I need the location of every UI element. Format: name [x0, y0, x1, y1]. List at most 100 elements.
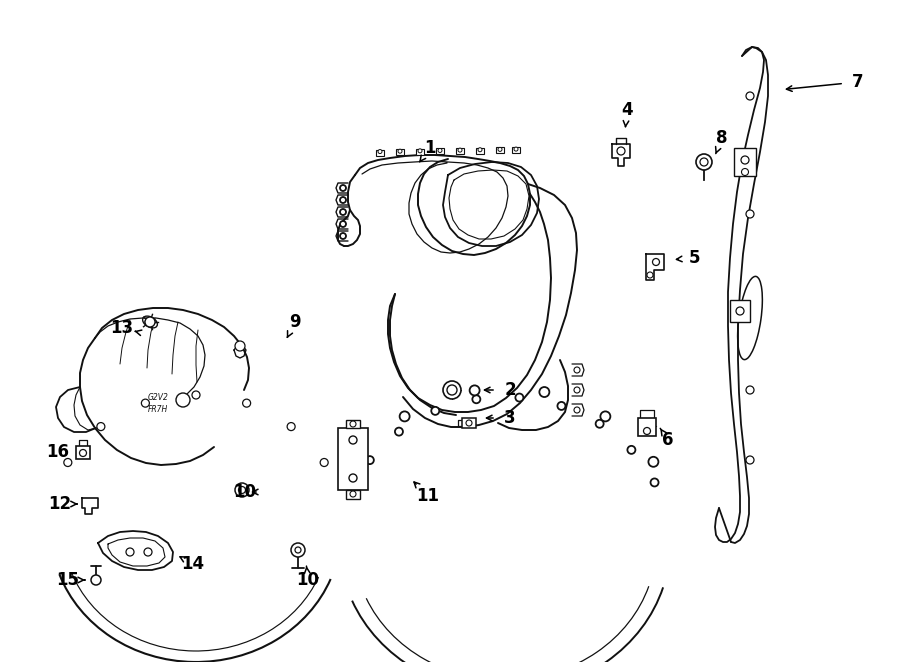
Bar — [462, 418, 476, 428]
Circle shape — [340, 209, 346, 215]
Bar — [346, 490, 360, 499]
Text: 10: 10 — [296, 571, 320, 589]
Circle shape — [458, 148, 462, 152]
Bar — [346, 420, 360, 428]
Bar — [496, 148, 504, 154]
Circle shape — [79, 449, 86, 457]
Circle shape — [651, 479, 659, 487]
Bar — [396, 149, 404, 155]
Bar — [512, 147, 520, 153]
Circle shape — [365, 456, 374, 464]
Circle shape — [539, 387, 549, 397]
Circle shape — [176, 393, 190, 407]
Circle shape — [627, 446, 635, 454]
Circle shape — [431, 407, 439, 415]
Circle shape — [243, 399, 250, 407]
Circle shape — [700, 158, 708, 166]
Text: 14: 14 — [182, 555, 204, 573]
Circle shape — [498, 148, 502, 152]
Bar — [476, 148, 484, 154]
Circle shape — [472, 395, 481, 403]
Circle shape — [64, 459, 72, 467]
Circle shape — [644, 428, 651, 434]
Circle shape — [574, 387, 580, 393]
Text: 11: 11 — [417, 487, 439, 505]
Bar — [456, 148, 464, 154]
Text: 4: 4 — [621, 101, 633, 119]
Text: 10: 10 — [233, 483, 256, 501]
Text: 7: 7 — [852, 73, 864, 91]
Circle shape — [192, 391, 200, 399]
Circle shape — [648, 457, 659, 467]
Circle shape — [652, 258, 660, 265]
Circle shape — [350, 421, 356, 427]
Circle shape — [235, 341, 245, 351]
Circle shape — [447, 385, 457, 395]
Text: 16: 16 — [47, 443, 69, 461]
Text: FR7H: FR7H — [148, 406, 168, 414]
Circle shape — [97, 422, 105, 430]
Bar — [638, 418, 656, 436]
Circle shape — [746, 456, 754, 464]
Circle shape — [746, 92, 754, 100]
Circle shape — [557, 402, 565, 410]
Circle shape — [574, 407, 580, 413]
Circle shape — [746, 210, 754, 218]
Circle shape — [349, 474, 357, 482]
Text: 8: 8 — [716, 129, 728, 147]
Circle shape — [478, 148, 482, 152]
Bar — [416, 149, 424, 155]
Circle shape — [574, 367, 580, 373]
Circle shape — [418, 149, 422, 153]
Circle shape — [320, 459, 328, 467]
Circle shape — [466, 420, 472, 426]
Circle shape — [741, 156, 749, 164]
Circle shape — [516, 394, 524, 402]
Circle shape — [144, 548, 152, 556]
Circle shape — [352, 457, 362, 467]
Circle shape — [400, 411, 410, 422]
Circle shape — [349, 436, 357, 444]
Circle shape — [141, 399, 149, 407]
Circle shape — [291, 543, 305, 557]
Text: 15: 15 — [57, 571, 79, 589]
Circle shape — [647, 272, 653, 278]
Text: 9: 9 — [289, 313, 301, 331]
Circle shape — [395, 428, 403, 436]
Text: 2: 2 — [504, 381, 516, 399]
Bar — [76, 446, 90, 459]
Circle shape — [398, 149, 402, 153]
Circle shape — [295, 547, 301, 553]
Text: 1: 1 — [424, 139, 436, 157]
Circle shape — [746, 386, 754, 394]
Circle shape — [287, 422, 295, 430]
Text: 5: 5 — [689, 249, 701, 267]
Circle shape — [736, 307, 744, 315]
Text: 13: 13 — [111, 319, 133, 337]
Circle shape — [378, 150, 382, 154]
Circle shape — [438, 148, 442, 152]
Circle shape — [696, 154, 712, 170]
Circle shape — [340, 233, 346, 239]
Circle shape — [600, 411, 610, 422]
Bar — [730, 300, 750, 322]
Circle shape — [145, 317, 155, 327]
Text: G2V2: G2V2 — [148, 393, 168, 402]
Text: 6: 6 — [662, 431, 674, 449]
Circle shape — [340, 185, 346, 191]
Text: 3: 3 — [504, 409, 516, 427]
Circle shape — [340, 197, 346, 203]
Circle shape — [235, 483, 249, 497]
Circle shape — [514, 147, 518, 151]
Circle shape — [340, 221, 346, 227]
Circle shape — [596, 420, 604, 428]
Circle shape — [350, 491, 356, 497]
Circle shape — [470, 385, 480, 395]
Circle shape — [238, 487, 246, 493]
Text: 12: 12 — [49, 495, 72, 513]
Bar — [436, 148, 444, 154]
Circle shape — [91, 575, 101, 585]
Bar — [376, 150, 384, 156]
Circle shape — [443, 381, 461, 399]
Circle shape — [617, 147, 625, 155]
